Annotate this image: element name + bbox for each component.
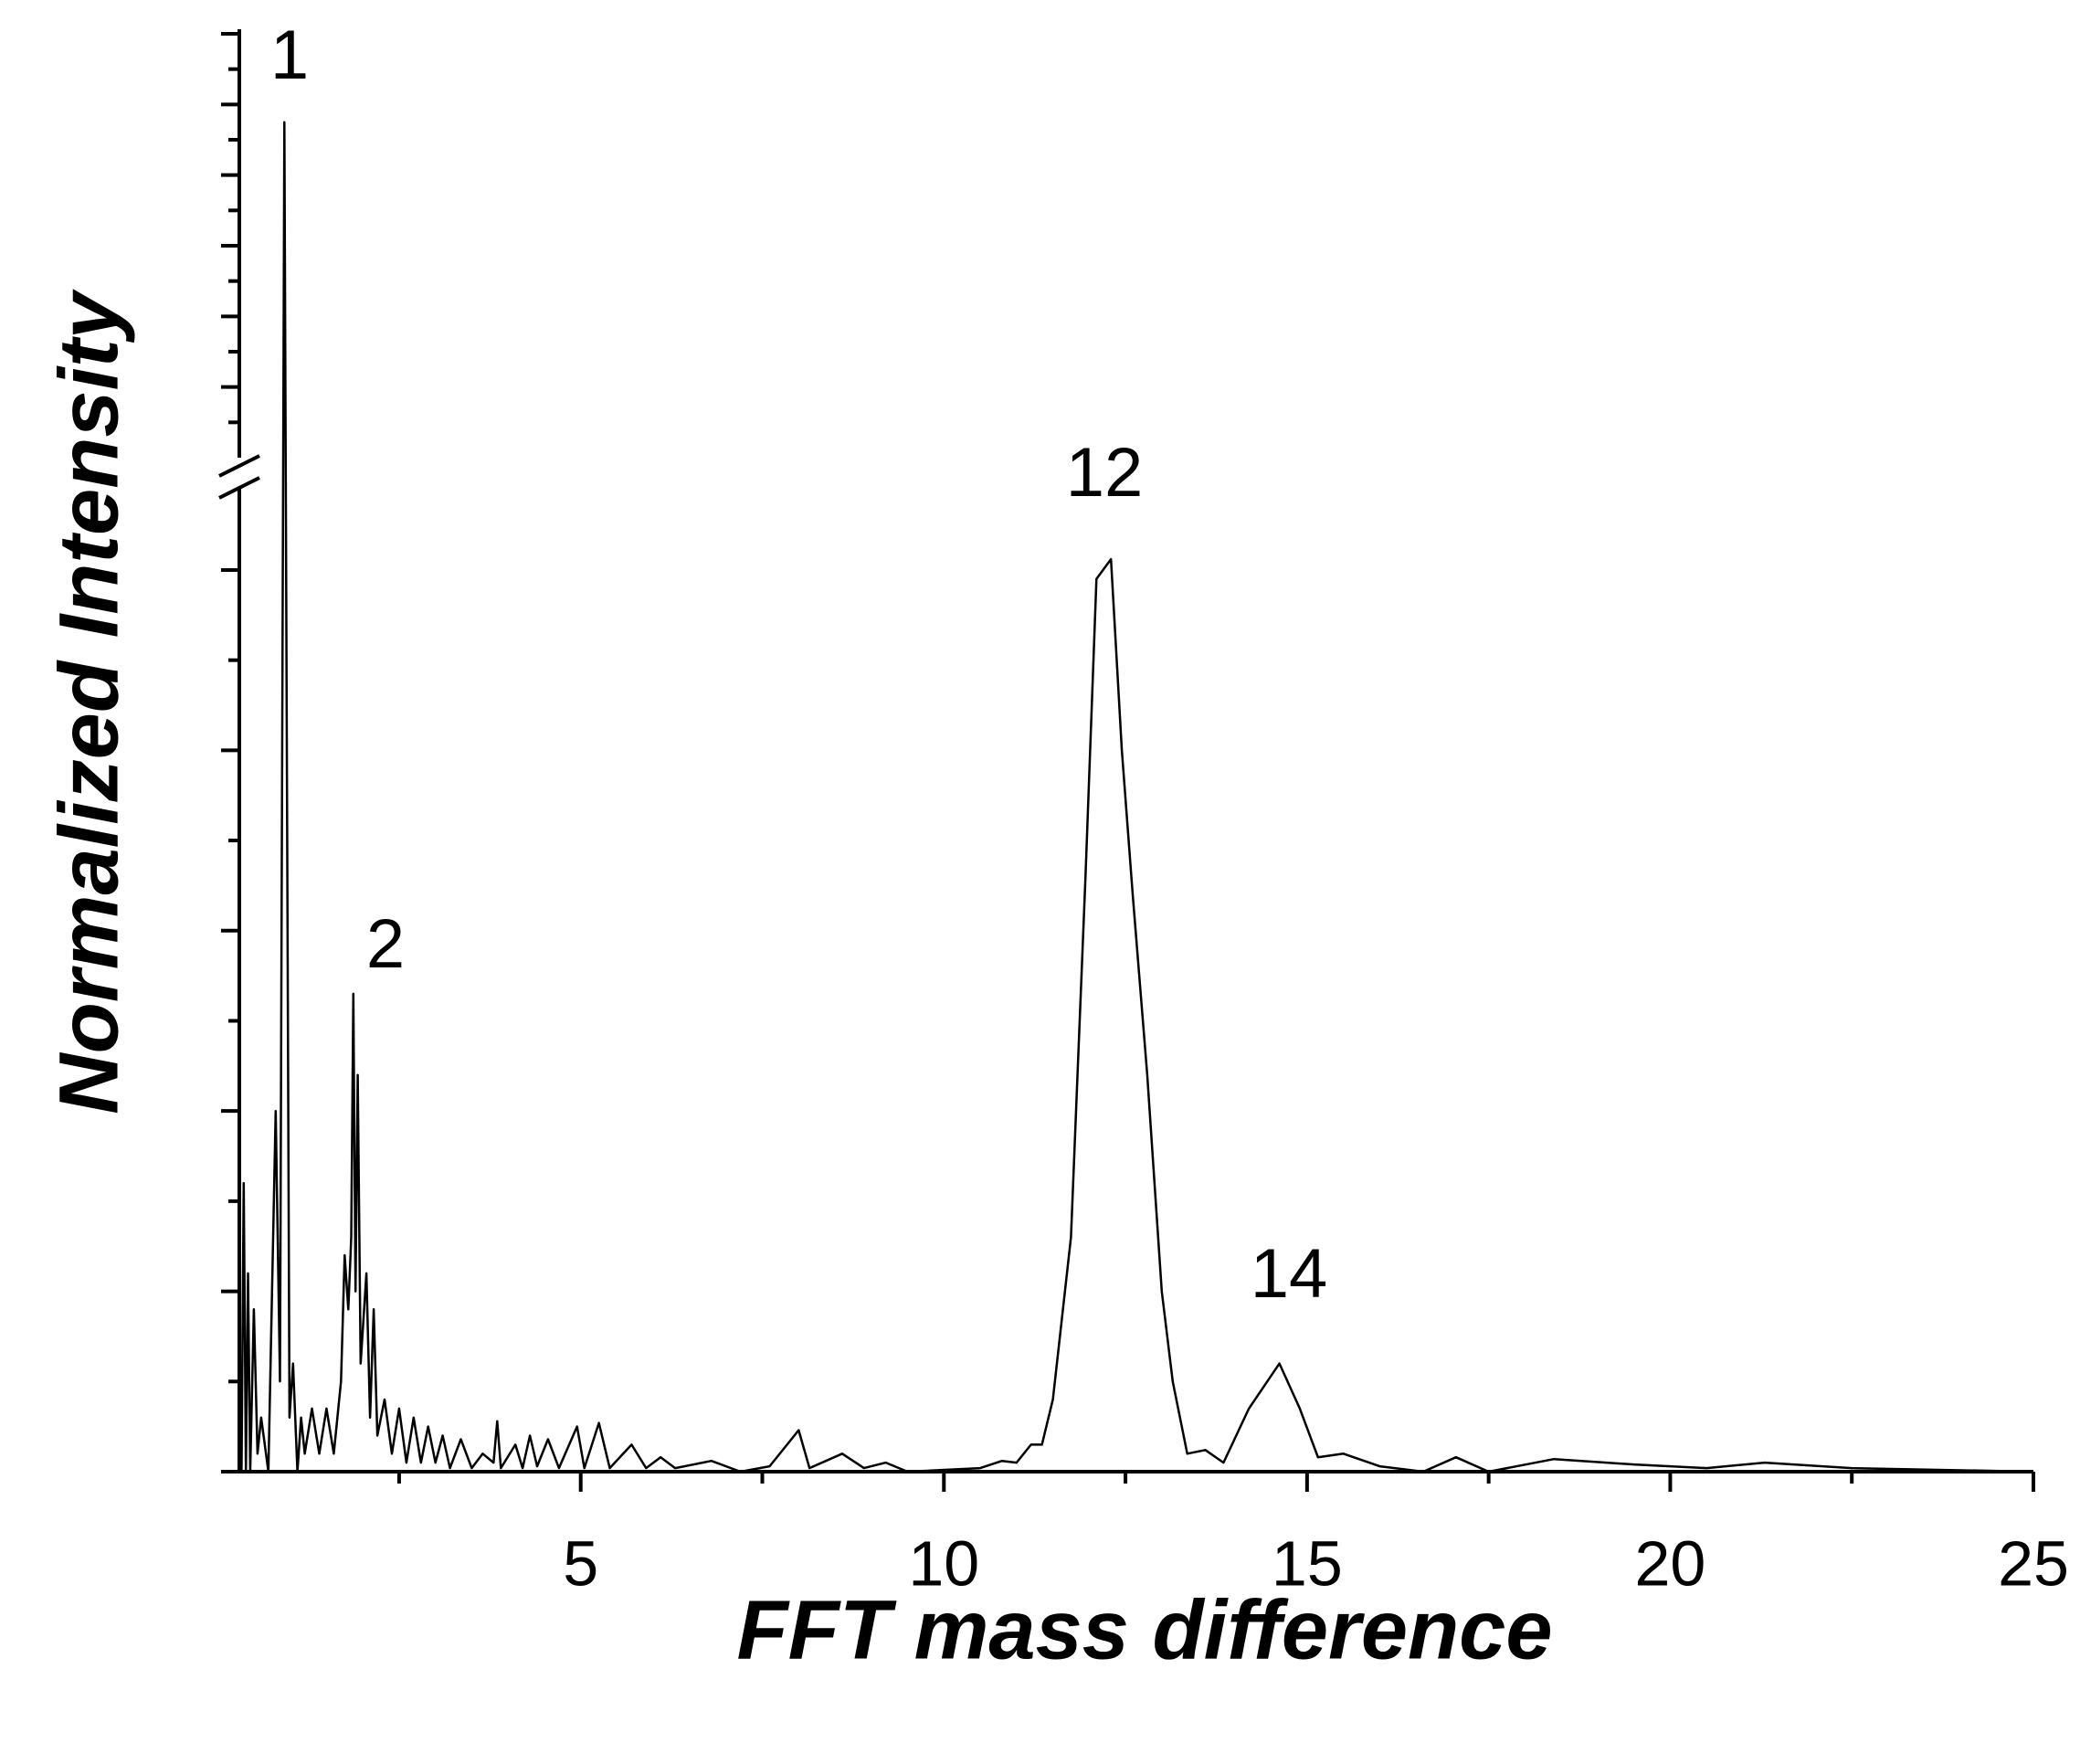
x-tick-label: 5 bbox=[563, 1527, 598, 1599]
peak-annotation: 2 bbox=[366, 905, 405, 983]
peak-annotation: 14 bbox=[1251, 1235, 1328, 1313]
axis-break bbox=[218, 454, 260, 478]
x-tick-label: 25 bbox=[1998, 1527, 2069, 1599]
x-tick-label: 15 bbox=[1272, 1527, 1343, 1599]
peak-annotation: 1 bbox=[270, 16, 309, 94]
peak-annotation: 12 bbox=[1066, 434, 1144, 512]
y-axis-title: Normalized Intensity bbox=[42, 289, 135, 1114]
x-tick-label: 10 bbox=[908, 1527, 979, 1599]
x-axis-title: FFT mass difference bbox=[736, 1583, 1552, 1676]
spectrum-line bbox=[238, 121, 2034, 1474]
x-tick-label: 20 bbox=[1634, 1527, 1705, 1599]
axis-break bbox=[218, 476, 260, 500]
